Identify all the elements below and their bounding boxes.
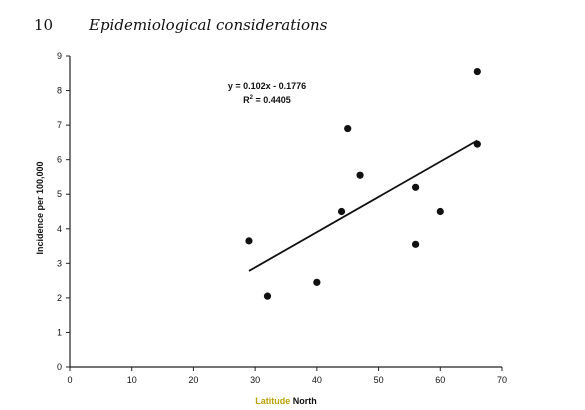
data-point xyxy=(436,207,444,216)
data-point xyxy=(337,207,346,216)
running-head: Epidemiological considerations xyxy=(89,16,328,34)
data-point xyxy=(412,183,420,191)
data-point xyxy=(473,67,481,76)
y-tick-label: 1 xyxy=(57,327,62,337)
y-tick-label: 4 xyxy=(57,224,62,234)
data-point xyxy=(245,237,253,245)
x-tick-label: 10 xyxy=(127,375,137,385)
y-tick-label: 6 xyxy=(57,155,62,165)
y-tick-label: 5 xyxy=(57,189,62,199)
data-point xyxy=(263,292,272,300)
x-tick-label: 60 xyxy=(435,375,445,385)
x-tick-label: 0 xyxy=(67,375,72,385)
y-tick-label: 9 xyxy=(57,51,62,61)
chart-labels: y = 0.102x - 0.1776 R2 = 0.4405 Latitude… xyxy=(35,81,317,406)
chart-axes: 0 1 2 3 4 5 6 7 8 9 0 10 20 30 40 50 60 70 xyxy=(57,51,507,385)
x-tick-label: 50 xyxy=(374,375,384,385)
x-tick-label: 20 xyxy=(188,375,198,385)
r-squared-label: R2 = 0.4405 xyxy=(243,95,291,105)
trendline xyxy=(248,139,478,272)
page-header: 10 Epidemiological considerations xyxy=(0,0,585,40)
y-tick-label: 2 xyxy=(57,293,62,303)
y-tick-label: 3 xyxy=(57,258,62,268)
x-axis-title-rest: North xyxy=(293,396,317,406)
x-tick-label: 40 xyxy=(312,375,322,385)
x-tick-label: 30 xyxy=(250,375,260,385)
data-point xyxy=(412,240,420,248)
page-number: 10 xyxy=(34,16,54,34)
data-point xyxy=(473,140,481,148)
y-tick-label: 0 xyxy=(57,362,62,372)
data-points xyxy=(245,67,481,300)
x-axis-title: Latitude North xyxy=(255,396,317,406)
x-tick-label: 70 xyxy=(497,375,507,385)
trendline-equation: y = 0.102x - 0.1776 xyxy=(228,81,306,91)
y-tick-label: 8 xyxy=(57,86,62,96)
data-point xyxy=(344,124,352,133)
x-axis-title-highlight: Latitude xyxy=(255,396,290,406)
data-point xyxy=(313,278,321,286)
y-axis-title: Incidence per 100,000 xyxy=(35,161,45,254)
data-point xyxy=(356,171,364,179)
trendline-group xyxy=(248,139,478,272)
y-tick-label: 7 xyxy=(57,120,62,130)
